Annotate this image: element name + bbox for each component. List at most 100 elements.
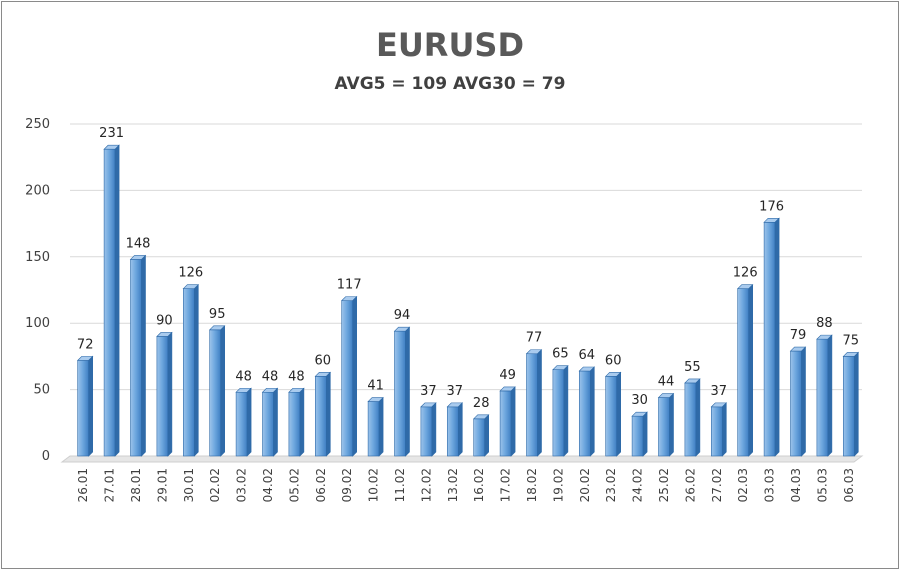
chart-floor [60,455,864,463]
data-label: 88 [816,316,833,331]
x-tick-label: 04.02 [261,468,275,502]
x-tick-label: 23.02 [604,468,618,502]
data-label: 126 [733,266,758,281]
bar-front [605,376,618,457]
bar-side [141,254,146,457]
bar-front [77,360,89,457]
x-tick-label: 02.03 [736,468,750,502]
x-tick-label: 28.01 [129,468,143,502]
x-tick-label: 30.01 [182,468,196,502]
bar [710,402,728,457]
bar-side [194,283,199,457]
bar-side [537,349,542,457]
bar-side [642,411,648,457]
data-label: 37 [447,384,464,399]
bar-front [209,329,221,457]
bar [789,346,807,457]
bar-side [669,392,674,457]
x-tick-label: 12.02 [419,468,433,502]
data-label: 231 [99,126,124,141]
bar [736,283,754,457]
y-tick-label: 0 [42,449,50,464]
x-tick-label: 06.03 [842,468,856,502]
x-tick-label: 13.02 [446,468,460,502]
data-label: 55 [684,360,701,375]
bar [604,371,622,457]
x-tick-label: 17.02 [499,468,513,502]
bar [129,254,147,457]
bar-side [510,386,516,457]
bar-side [721,402,727,457]
bar-front [816,338,829,457]
bar-front [341,300,354,457]
bar-front [103,148,116,457]
y-tick-label: 50 [33,383,50,398]
bar-side [114,144,120,457]
x-tick-label: 04.03 [789,468,803,502]
bar-front [737,288,750,457]
x-tick-label: 29.01 [155,468,169,502]
bar-front [658,397,670,457]
data-label: 77 [526,331,543,346]
x-tick-label: 10.02 [367,468,381,502]
bar-side [748,283,754,457]
data-label: 95 [209,307,226,322]
x-tick-label: 09.02 [340,468,354,502]
x-axis: 26.01 27.01 28.01 29.01 30.01 02.02 03.02 04.02… [76,468,856,502]
bar-front [367,401,380,457]
data-label: 75 [843,333,860,348]
x-tick-label: 05.03 [815,468,829,502]
bar-front [314,376,327,457]
bar-side [563,364,569,457]
y-axis: 0 50 100 150 200 250 [25,117,50,464]
bar-side [827,334,833,457]
x-tick-label: 02.02 [208,468,222,502]
bar [842,351,860,457]
bar-side [88,355,93,457]
bar [288,387,305,457]
bar [525,349,543,457]
chart-title: EURUSD [375,26,525,64]
bar [76,355,94,457]
bar-side [273,387,278,457]
bar-front [183,288,195,457]
bar-front [499,390,512,457]
bar [446,402,464,457]
bar [631,411,648,457]
bar [472,414,490,457]
bar-front [235,391,248,457]
bar-side [695,378,701,457]
data-label: 90 [156,313,173,328]
bar-side [220,325,225,457]
bar-front [446,406,459,457]
bar-side [299,387,305,457]
data-label: 126 [178,266,203,281]
bar-front [288,391,301,457]
bars [76,144,860,457]
bar-side [431,402,437,457]
bar-front [790,350,802,457]
data-label: 65 [552,347,569,362]
x-tick-label: 27.02 [710,468,724,502]
bar [208,325,226,457]
data-label: 94 [394,308,411,323]
y-tick-label: 150 [25,250,50,265]
bar [393,326,411,457]
bar-side [801,346,806,457]
x-tick-label: 03.03 [763,468,777,502]
bar-side [378,396,384,457]
y-tick-label: 100 [25,316,50,331]
bar [763,217,780,457]
bar-front [578,370,591,457]
x-tick-label: 25.02 [657,468,671,502]
bar-front [763,221,776,457]
data-label: 28 [473,396,490,411]
bar [235,387,252,457]
bar [499,386,516,457]
bar-side [457,402,463,457]
x-tick-label: 06.02 [314,468,328,502]
data-labels: 72 231 148 90 126 95 48 48 48 60 117 41 94 37 37 28 49 77… [77,126,859,411]
bar-side [853,351,859,457]
bar-front [130,259,142,457]
